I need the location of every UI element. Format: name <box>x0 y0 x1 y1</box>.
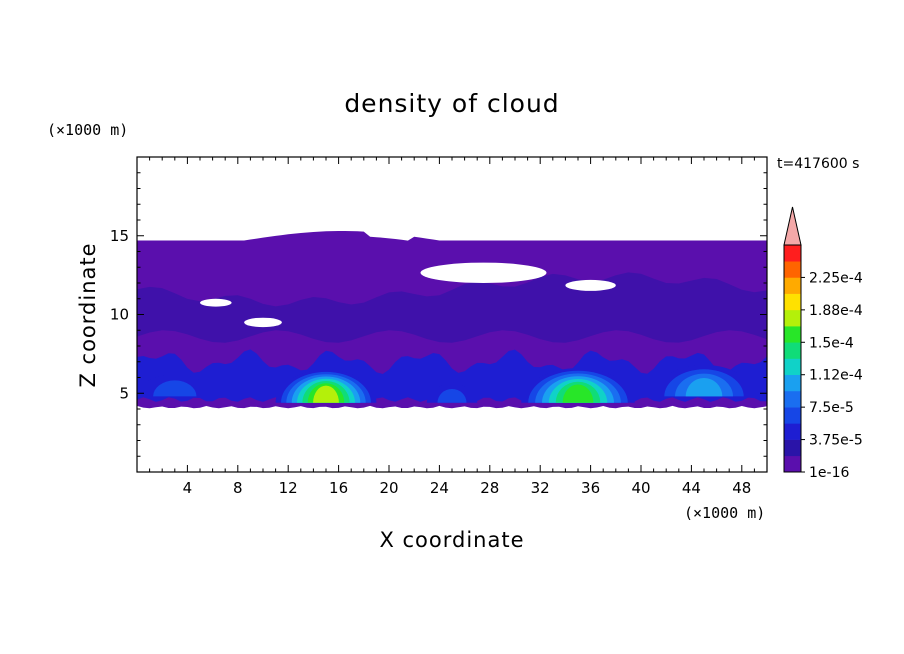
x-axis-label: X coordinate <box>379 528 524 552</box>
colorbar-label: 1e-16 <box>809 465 849 481</box>
y-axis-label: Z coordinate <box>76 242 100 387</box>
chart-title: density of cloud <box>344 89 559 118</box>
colorbar-swatch <box>784 326 801 343</box>
colorbar-swatch <box>784 455 801 473</box>
cloud-band-mid <box>137 272 767 343</box>
colorbar-swatch <box>784 423 801 440</box>
x-tick-label: 32 <box>531 479 550 497</box>
colorbar-swatch <box>784 407 801 424</box>
colorbar-label: 7.5e-5 <box>809 400 854 416</box>
colorbar-label: 2.25e-4 <box>809 270 863 286</box>
x-tick-label: 8 <box>233 479 243 497</box>
colorbar-label: 3.75e-5 <box>809 433 863 449</box>
colorbar-label: 1.5e-4 <box>809 335 854 351</box>
contour-field <box>137 231 767 409</box>
x-tick-label: 20 <box>379 479 398 497</box>
y-unit-label: (×1000 m) <box>47 121 128 139</box>
y-tick-label: 15 <box>110 227 129 245</box>
x-tick-label: 24 <box>430 479 449 497</box>
x-tick-label: 48 <box>732 479 751 497</box>
x-tick-label: 16 <box>329 479 348 497</box>
dense-core-3-level-5 <box>685 378 723 397</box>
dense-core-0-level-9 <box>313 385 339 403</box>
colorbar-swatch <box>784 342 801 359</box>
colorbar-frame <box>783 244 802 473</box>
colorbar-swatch <box>784 358 801 376</box>
colorbar-label: 1.88e-4 <box>809 303 863 319</box>
dense-core-1-level-3 <box>437 389 467 403</box>
colorbar-swatch <box>784 245 801 262</box>
colorbar-swatch <box>784 293 801 311</box>
colorbar-label: 1.12e-4 <box>809 368 863 384</box>
clear-gap-2 <box>200 298 232 307</box>
clear-gap-1 <box>565 279 616 291</box>
colorbar-swatch <box>784 309 801 327</box>
clear-gap-3 <box>244 317 282 328</box>
time-label: t=417600 s <box>777 156 859 172</box>
colorbar: 1e-16 3.75e-5 7.5e-5 1.12e-4 1.5e-4 1.88e-4 2.… <box>783 206 863 481</box>
colorbar-swatch <box>784 374 801 392</box>
y-tick-label: 5 <box>119 384 129 402</box>
x-tick-label: 44 <box>682 479 701 497</box>
x-tick-label: 28 <box>480 479 499 497</box>
x-tick-label: 4 <box>183 479 193 497</box>
dense-core-2-level-8 <box>562 384 594 403</box>
colorbar-swatch <box>784 439 801 457</box>
colorbar-swatch <box>784 277 801 294</box>
clear-gap-0 <box>420 262 547 283</box>
colorbar-overflow-triangle <box>783 206 802 246</box>
x-tick-label: 36 <box>581 479 600 497</box>
colorbar-swatch <box>784 390 801 408</box>
x-tick-label: 40 <box>631 479 650 497</box>
x-unit-label: (×1000 m) <box>684 504 765 522</box>
dense-core-4-level-3 <box>153 380 197 397</box>
colorbar-swatch <box>784 261 801 278</box>
y-tick-label: 10 <box>110 306 129 324</box>
x-tick-label: 12 <box>279 479 298 497</box>
